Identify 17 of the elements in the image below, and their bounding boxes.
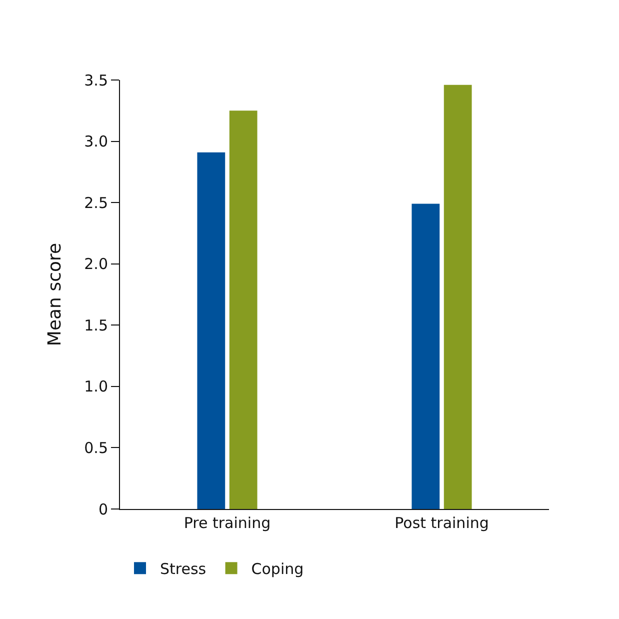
legend-label: Coping xyxy=(251,560,304,578)
y-tick-label: 0 xyxy=(98,500,108,518)
y-tick-label: 1.0 xyxy=(84,378,108,396)
y-tick-label: 3.0 xyxy=(84,132,108,151)
y-tick-label: 2.5 xyxy=(84,194,108,212)
legend-label: Stress xyxy=(160,560,206,578)
y-tick-label: 3.5 xyxy=(84,71,108,90)
y-axis-title: Mean score xyxy=(44,242,66,346)
bar xyxy=(197,152,226,509)
y-tick-label: 1.5 xyxy=(84,316,108,334)
bar xyxy=(229,110,258,509)
bar xyxy=(444,84,472,509)
y-tick-label: 2.0 xyxy=(84,255,108,274)
y-tick-label: 0.5 xyxy=(84,438,108,457)
bar xyxy=(412,204,440,509)
x-tick-label: Pre training xyxy=(184,514,271,532)
x-tick-label: Post training xyxy=(394,514,489,532)
